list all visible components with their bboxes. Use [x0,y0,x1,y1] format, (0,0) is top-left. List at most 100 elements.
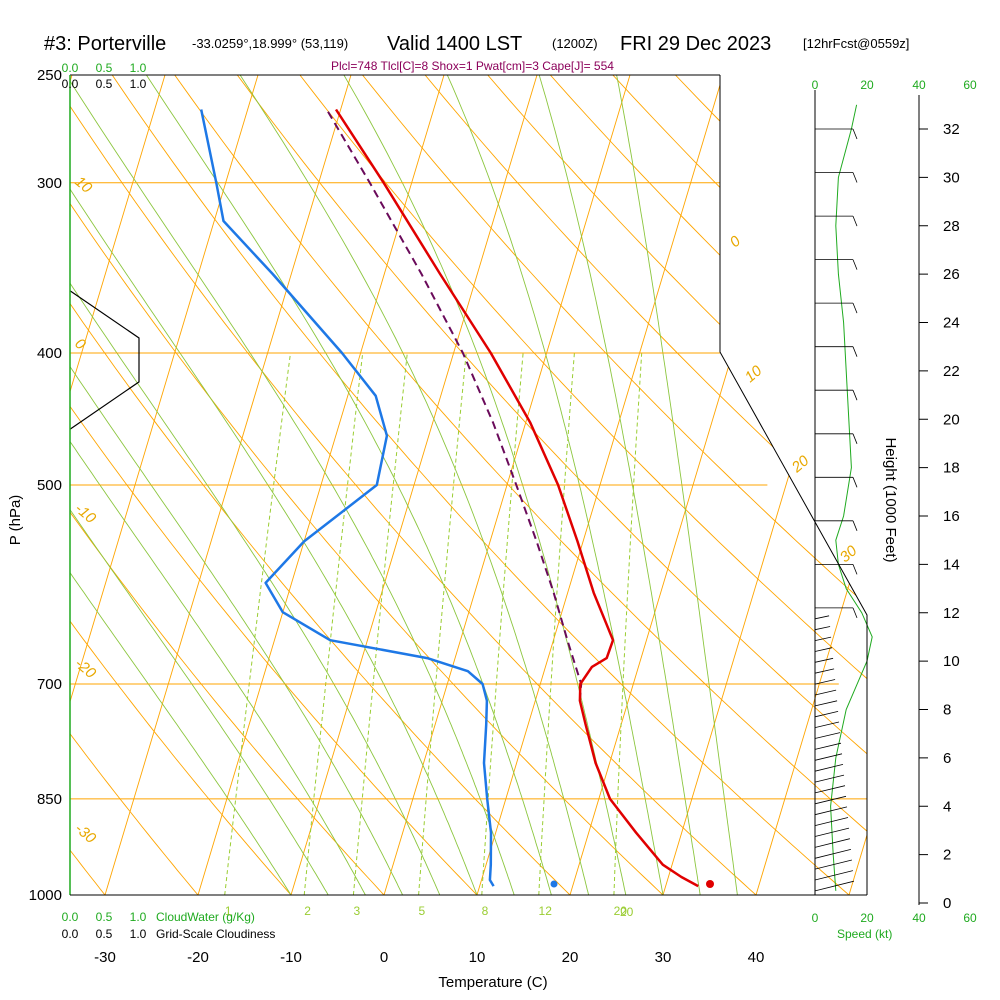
pressure-tick-label: 250 [37,67,62,84]
dry-adiabat-line [70,75,571,895]
speed-top-tick: 40 [912,78,926,92]
temperature-tick-label: -30 [94,949,116,966]
dry-adiabat-line [70,75,757,895]
dry-adiabat-line [737,75,867,895]
dry-adiabat-line [70,75,385,895]
wind-speed-line [830,104,873,891]
cloudwater-top-tick: 0.5 [96,61,113,75]
x-axis-label: Temperature (C) [438,974,547,991]
y-axis-label: P (hPa) [7,495,24,546]
cloudiness-line [69,290,140,430]
mixing-ratio-line [418,352,467,895]
wind-barb [814,870,853,881]
mixing-ratio-label: 20 [614,904,628,918]
dry-adiabat-line [111,75,850,895]
temperature-tick-label: 40 [748,949,765,966]
moist-adiabat-line [70,75,478,895]
mixing-ratio-label: 1 [225,904,232,918]
station-coords: -33.0259°,18.999° (53,119) [192,36,348,51]
isobar-lines [70,74,867,896]
height-tick-label: 32 [943,121,960,138]
height-tick-label: 28 [943,218,960,235]
wind-barb-flag [852,346,858,357]
height-tick-label: 8 [943,702,951,719]
dry-adiabat-line [236,75,867,895]
sounding-profiles [199,108,699,888]
wind-barb-flag [852,520,858,531]
surface-temperature-dot [706,880,714,888]
dry-adiabat-line [424,75,867,895]
wind-barb [814,668,835,674]
wind-barb-flag [852,607,858,619]
dry-adiabat-line [487,75,867,895]
wind-barb [814,657,834,663]
wind-barb [814,838,850,848]
wind-barb-flag [852,433,858,444]
cloudwater-bottom-tick: 0.5 [96,910,113,924]
speed-top-tick: 20 [860,78,874,92]
mixing-ratio-line [538,352,575,895]
wind-barb-flag [852,128,858,140]
sounding-parameters: Plcl=748 Tlcl[C]=8 Shox=1 Pwat[cm]=3 Cap… [331,59,614,73]
pressure-tick-label: 500 [37,477,62,494]
mixing-ratio-label: 12 [539,904,553,918]
zulu-time: (1200Z) [552,36,598,51]
moist-adiabat-line [446,75,664,895]
dry-adiabat-line [362,75,867,895]
cloudwater-top-tick: 1.0 [130,61,147,75]
moist-adiabat-line [70,75,441,895]
height-tick-label: 10 [943,653,960,670]
height-tick-label: 26 [943,266,960,283]
speed-label: Speed (kt) [837,927,892,941]
wind-barb [814,817,849,826]
wind-barb [814,689,837,696]
speed-bottom-tick: 40 [912,911,926,925]
wind-barb [814,806,848,816]
moist-adiabat-line [70,75,292,895]
isotherm-line [662,75,867,895]
moist-adiabat-line [70,75,366,895]
cloudiness-top-tick: 0.5 [96,77,113,91]
height-tick-label: 16 [943,508,960,525]
wind-barb [814,764,844,772]
wind-panel: 0246810121416182022242628303200202040406… [812,78,977,925]
wind-barb-flag [852,259,858,270]
pressure-tick-label: 1000 [29,887,62,904]
wind-barb-flag [852,477,858,488]
height-tick-label: 30 [943,169,960,186]
height-tick-label: 2 [943,847,951,864]
cloudwater-bottom-tick: 1.0 [130,910,147,924]
temperature-tick-label: -10 [280,949,302,966]
mixing-ratio-label: 8 [482,904,489,918]
station-title: #3: Porterville [44,33,166,55]
wind-barb [814,859,852,870]
pressure-tick-label: 300 [37,175,62,192]
temperature-tick-label: 20 [562,949,579,966]
dry-adiabat-line [174,75,867,895]
temperature-tick-label: 0 [380,949,388,966]
cloudiness-top-tick: 0.0 [62,77,79,91]
dry-adiabat-line [299,75,867,895]
height-tick-label: 20 [943,411,960,428]
dry-adiabat-line [988,75,1000,895]
moist-adiabat-label: 0 [727,232,745,251]
height-tick-label: 24 [943,315,960,332]
wind-barb [814,700,838,707]
wind-barb [814,679,836,685]
isotherm-line [755,75,867,895]
moist-bottom-label: 20 [620,905,634,919]
wind-barb [814,615,830,620]
moist-adiabat-line [70,75,404,895]
mixing-ratio-label: 5 [419,904,426,918]
cloudiness-profile [69,290,140,430]
dry-adiabat-label: 0 [71,335,89,354]
cloudwater-top-tick: 0.0 [62,61,79,75]
moist-adiabat-line [538,75,701,895]
moist-adiabat-label: 10 [742,362,766,386]
dry-adiabat-line [800,75,867,895]
dry-adiabat-line [926,75,1000,895]
moist-adiabat-line [70,75,329,895]
height-tick-label: 6 [943,750,951,767]
dry-adiabat-line [70,75,478,895]
